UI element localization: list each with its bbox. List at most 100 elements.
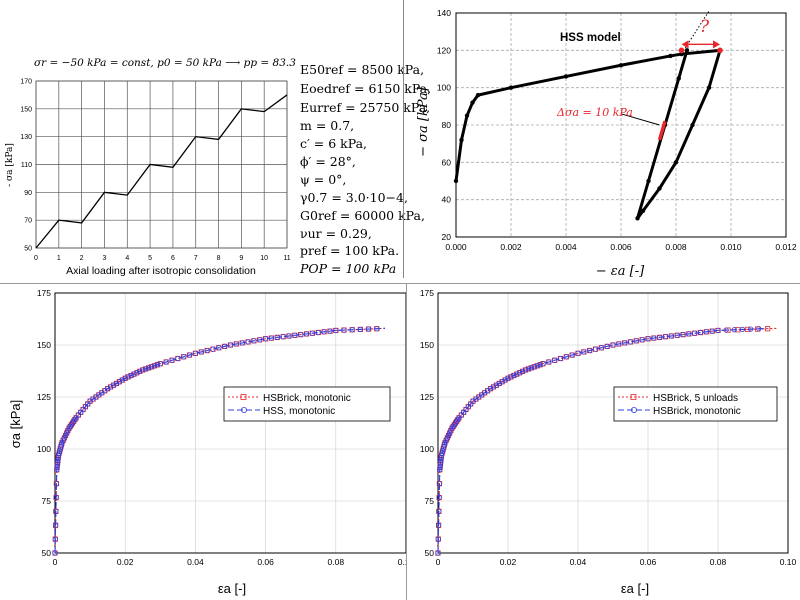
data-point: [645, 336, 651, 342]
data-point: [143, 366, 149, 372]
legend-marker: [240, 394, 247, 400]
legend-label-hss: HSS, monotonic: [263, 406, 335, 417]
x-axis-label: Axial loading after isotropic consolidat…: [66, 265, 256, 277]
param-eoedref: Eoedref = 6150 kPa,: [300, 81, 432, 96]
red-marker: [678, 47, 685, 54]
y-tick-label: 120: [437, 45, 451, 55]
param-nu: νur = 0.29,: [300, 226, 372, 241]
data-point: [668, 53, 673, 59]
data-point: [604, 343, 610, 349]
data-point: [125, 374, 131, 380]
x-tick-label: 10: [260, 255, 268, 262]
data-point: [58, 442, 65, 448]
x-tick-label: 1: [57, 255, 61, 262]
data-point: [298, 331, 304, 338]
data-point: [442, 440, 448, 446]
data-point: [437, 462, 443, 468]
divider: [406, 284, 407, 600]
data-point: [436, 508, 442, 514]
y-tick-label: 140: [437, 8, 451, 18]
data-point: [198, 349, 204, 355]
data-point: [563, 74, 569, 79]
x-tick-label: 0.002: [500, 242, 522, 252]
data-point: [445, 432, 452, 439]
x-tick-label: 2: [80, 255, 84, 262]
data-point: [517, 370, 523, 376]
annotation-question: ?: [700, 17, 710, 37]
data-point: [333, 327, 339, 334]
data-point: [552, 357, 558, 363]
data-point: [349, 327, 355, 333]
param-m: m = 0.7,: [300, 118, 355, 133]
data-point: [435, 536, 441, 542]
data-point: [651, 335, 657, 341]
data-point: [459, 137, 464, 143]
y-tick-label: 130: [20, 134, 32, 141]
data-point: [444, 435, 450, 441]
data-point: [598, 345, 604, 351]
data-point: [186, 352, 193, 358]
data-point: [154, 362, 160, 368]
data-point: [690, 122, 695, 128]
red-marker: [717, 47, 723, 54]
divider: [403, 0, 404, 278]
data-point: [435, 522, 442, 528]
x-tick-label: 6: [171, 255, 175, 262]
y-tick-label: 50: [425, 548, 435, 558]
data-point: [657, 334, 663, 340]
x-tick-label: 0.006: [610, 242, 632, 252]
x-tick-label: 0: [53, 557, 58, 567]
data-point: [53, 481, 60, 487]
data-point: [53, 508, 59, 514]
data-point: [280, 334, 286, 340]
param-pop: POP = 100 kPa: [300, 261, 397, 276]
x-tick-label: 0.04: [187, 557, 204, 567]
data-point: [569, 352, 575, 358]
data-point: [610, 342, 616, 348]
series-line: [35, 94, 288, 249]
data-point: [464, 113, 470, 118]
data-point: [137, 368, 143, 374]
data-point: [216, 345, 222, 351]
y-tick-label: 125: [37, 392, 51, 402]
y-tick-label: 90: [24, 190, 32, 197]
data-point: [668, 333, 674, 339]
loading-path-chart: σr = −50 kPa = const, p0 = 50 kPa ⟶ pp =…: [5, 57, 298, 277]
data-point: [557, 355, 564, 362]
legend-marker: [630, 407, 637, 414]
data-point: [657, 186, 662, 191]
arrow-head: [713, 40, 720, 49]
data-point: [315, 329, 321, 336]
data-point: [575, 350, 581, 356]
x-tick-label: 11: [283, 255, 290, 262]
data-point: [286, 333, 292, 339]
data-point: [522, 367, 529, 373]
data-point: [519, 368, 526, 374]
y-tick-label: 70: [24, 218, 32, 225]
y-tick-label: 75: [425, 496, 435, 506]
data-point: [239, 340, 245, 346]
annotation-model: HSS model: [560, 32, 621, 44]
data-point: [257, 337, 263, 343]
data-point: [448, 428, 454, 434]
data-point: [514, 371, 520, 377]
data-point: [709, 328, 715, 334]
param-g0ref: G0ref = 60000 kPa,: [300, 208, 425, 223]
data-point: [52, 536, 58, 542]
x-tick-label: 3: [103, 255, 107, 262]
data-point: [357, 326, 363, 333]
data-point: [635, 216, 640, 221]
data-point: [227, 342, 234, 348]
x-tick-label: 5: [148, 255, 152, 262]
data-point: [475, 92, 481, 98]
data-point: [292, 332, 298, 338]
data-point: [639, 337, 645, 343]
series-lines: [52, 326, 385, 556]
data-point: [365, 326, 372, 332]
data-point: [447, 430, 453, 436]
data-point: [528, 365, 534, 371]
pointer-arrow: [620, 113, 660, 126]
data-point: [341, 327, 347, 333]
legend-marker: [630, 394, 637, 400]
x-tick-label: 0.10: [780, 557, 797, 567]
